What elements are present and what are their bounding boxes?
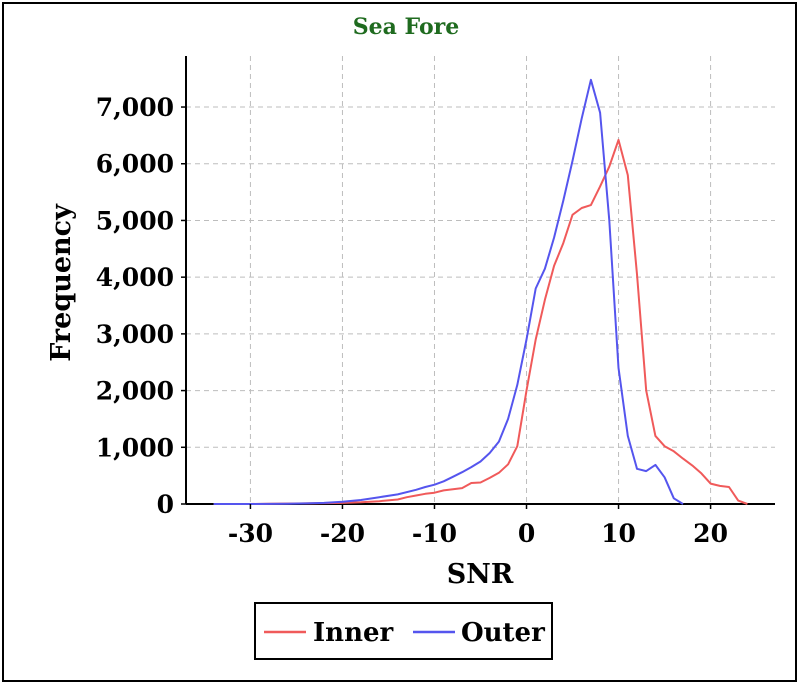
x-tick-label: 0 xyxy=(518,519,535,548)
x-tick-label: 10 xyxy=(601,519,636,548)
x-tick-label: -30 xyxy=(228,519,273,548)
series-layer xyxy=(213,78,748,505)
y-tick-label: 3,000 xyxy=(96,320,174,349)
series-line-outer xyxy=(213,78,684,505)
legend: Inner Outer xyxy=(254,602,553,660)
chart-title: Sea Fore xyxy=(353,14,459,40)
x-tick-label: 20 xyxy=(693,519,728,548)
y-tick-label: 5,000 xyxy=(96,206,174,235)
grid-layer xyxy=(186,56,775,504)
axes-layer xyxy=(185,56,775,505)
y-tick-label: 4,000 xyxy=(96,263,174,292)
ticks-layer: -30 -20 -10 0 10 20 0 1,000 2,000 3,000 4,000 5,000… xyxy=(96,93,728,548)
y-tick-label: 7,000 xyxy=(96,93,174,122)
y-axis-title: Frequency xyxy=(46,203,77,362)
x-tick-label: -20 xyxy=(320,519,365,548)
chart-canvas: -30 -20 -10 0 10 20 0 1,000 2,000 3,000 4,000 5,000… xyxy=(46,14,775,660)
legend-label-inner: Inner xyxy=(313,618,394,648)
x-tick-label: -10 xyxy=(412,519,457,548)
legend-label-outer: Outer xyxy=(461,618,545,648)
y-tick-label: 2,000 xyxy=(96,377,174,406)
y-tick-label: 6,000 xyxy=(96,150,174,179)
y-tick-label: 1,000 xyxy=(96,433,174,462)
series-line-inner xyxy=(213,138,748,505)
y-tick-label: 0 xyxy=(157,490,174,519)
x-axis-title: SNR xyxy=(447,559,514,590)
